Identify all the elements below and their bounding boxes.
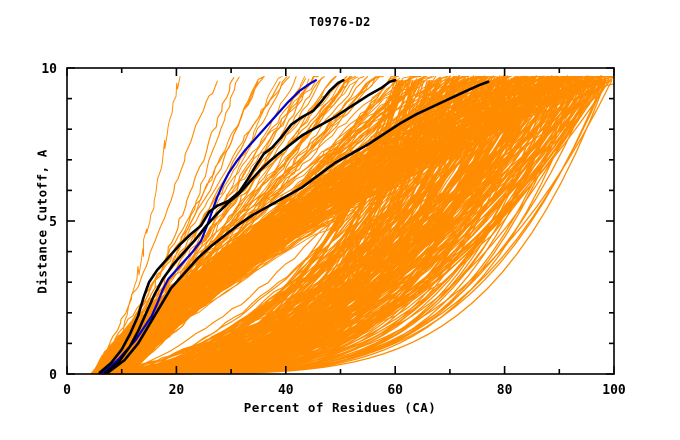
y-axis-title: Distance Cutoff, A <box>34 149 50 294</box>
series-highlight-model-black-3 <box>106 80 490 374</box>
chart-title: T0976-D2 <box>309 15 371 29</box>
y-tick-label: 10 <box>41 62 57 77</box>
x-tick-label: 0 <box>63 383 71 398</box>
axis-frame <box>66 67 615 375</box>
orange-model-curve <box>94 76 288 375</box>
orange-curve-family <box>90 75 615 375</box>
orange-model-curve <box>99 79 423 375</box>
orange-model-curve <box>93 80 218 374</box>
y-tick-label: 5 <box>49 215 57 230</box>
x-tick-label: 20 <box>169 383 185 398</box>
y-tick-label: 0 <box>49 368 57 383</box>
series-reference-model-blue <box>101 79 317 374</box>
tick-label-group: 0 20 40 60 80 100 0 5 10 <box>41 62 626 398</box>
orange-model-curve <box>99 79 489 375</box>
x-tick-label: 80 <box>497 383 513 398</box>
x-axis-title: Percent of Residues (CA) <box>243 400 437 415</box>
orange-model-curve <box>99 79 441 375</box>
series-highlight-model-black-2 <box>103 78 397 374</box>
x-tick-label: 40 <box>278 383 294 398</box>
orange-model-curve <box>123 75 478 375</box>
x-tick-label: 60 <box>387 383 403 398</box>
series-highlight-model-black-1 <box>98 78 345 374</box>
x-tick-label: 100 <box>602 383 626 398</box>
highlight-curve-group <box>98 78 490 374</box>
orange-model-curve <box>99 79 422 375</box>
